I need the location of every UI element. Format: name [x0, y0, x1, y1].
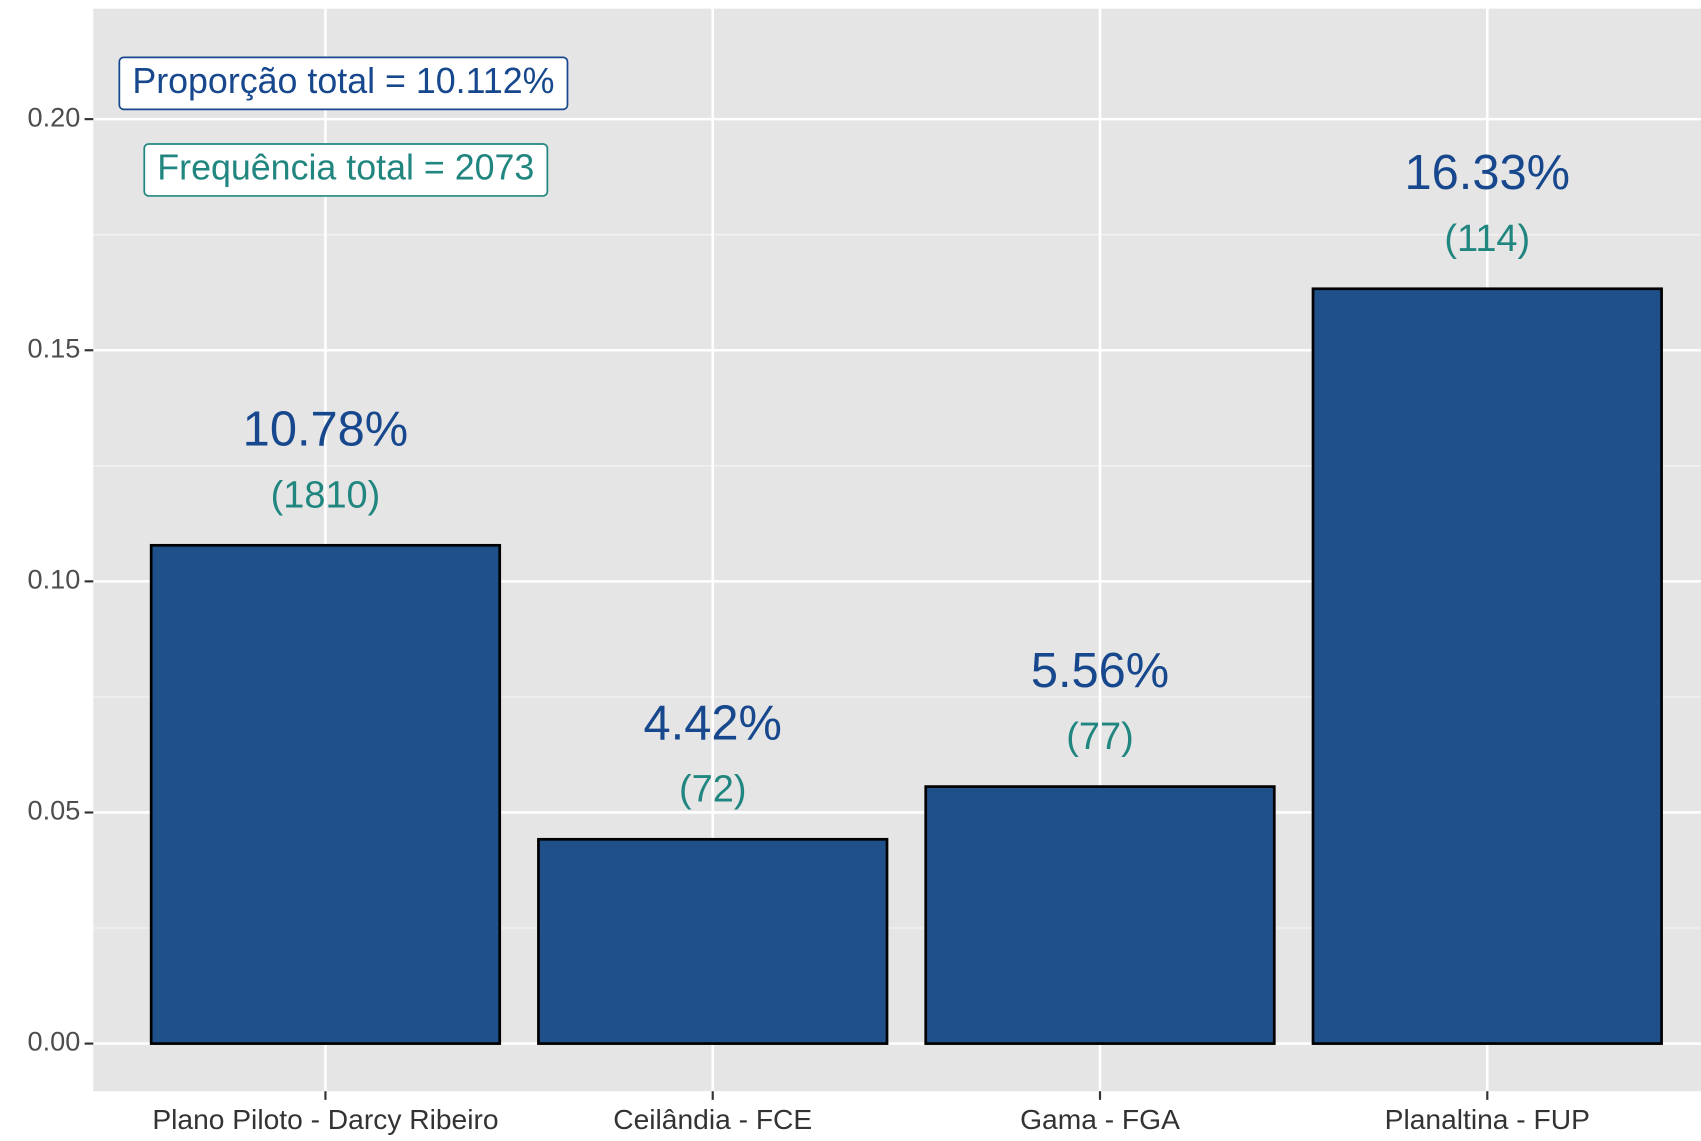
count-label: (1810)	[271, 475, 381, 517]
count-label: (72)	[679, 769, 746, 811]
y-tick-label: 0.00	[28, 1026, 81, 1057]
bar	[1311, 287, 1663, 1045]
bar	[924, 785, 1276, 1045]
value-label: 5.56%	[1031, 644, 1169, 698]
annotation: Frequência total = 2073	[157, 147, 534, 187]
bar	[537, 837, 889, 1045]
annotation: Proporção total = 10.112%	[132, 61, 554, 101]
y-tick-label: 0.10	[28, 564, 81, 595]
value-label: 10.78%	[243, 403, 409, 457]
value-label: 16.33%	[1405, 146, 1571, 200]
count-label: (114)	[1444, 218, 1530, 260]
value-label: 4.42%	[644, 697, 782, 751]
y-tick-label: 0.05	[28, 795, 81, 826]
x-tick-label: Plano Piloto - Darcy Ribeiro	[152, 1103, 498, 1135]
bar	[149, 543, 502, 1045]
y-tick-label: 0.20	[28, 101, 81, 132]
annotation-box	[143, 143, 549, 197]
x-tick-label: Planaltina - FUP	[1385, 1103, 1590, 1135]
x-tick-label: Gama - FGA	[1020, 1103, 1180, 1135]
y-tick-label: 0.15	[28, 332, 81, 363]
count-label: (77)	[1066, 716, 1133, 758]
x-tick-label: Ceilândia - FCE	[613, 1103, 812, 1135]
annotation-box	[118, 56, 569, 111]
